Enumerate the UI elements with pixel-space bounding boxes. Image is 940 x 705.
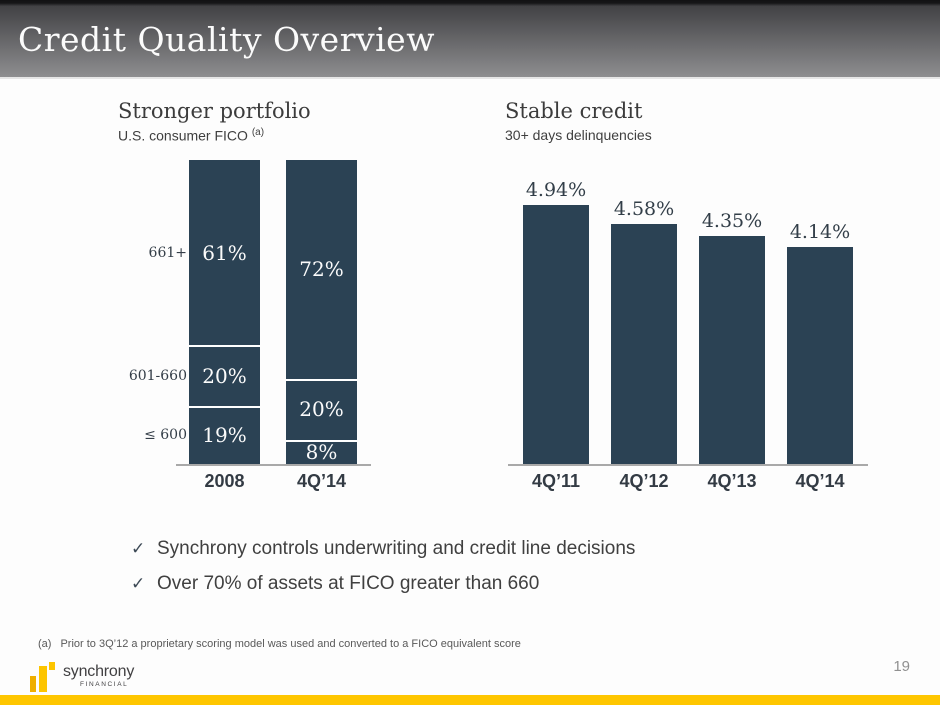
right-chart-title: Stable credit xyxy=(505,99,643,123)
page-title: Credit Quality Overview xyxy=(18,20,435,59)
segment-value-label: 20% xyxy=(202,363,247,388)
footnote-ref: (a) xyxy=(251,127,265,138)
segment-value-label: 72% xyxy=(299,257,344,282)
footer-accent-bar xyxy=(0,695,940,705)
logo-bar-tall xyxy=(39,666,47,692)
slide-header: Credit Quality Overview xyxy=(0,0,940,79)
category-label: 2008 xyxy=(204,471,245,491)
category-label: 4Q’11 xyxy=(531,471,581,491)
stacked-segment xyxy=(286,160,357,379)
page-number: 19 xyxy=(893,658,910,675)
fico-band-label: ≤ 600 xyxy=(144,427,187,444)
check-icon: ✓ xyxy=(131,538,146,558)
footnote-marker: (a) xyxy=(38,638,52,650)
left-chart-subtitle-text: U.S. consumer FICO xyxy=(118,127,252,144)
left-chart-x-axis-line xyxy=(176,464,371,466)
stacked-segment xyxy=(189,406,260,464)
category-label: 4Q’14 xyxy=(795,471,845,491)
left-chart-header: Stronger portfolio U.S. consumer FICO (a… xyxy=(118,99,311,144)
category-label: 4Q’12 xyxy=(619,471,669,491)
bullet-text: Over 70% of assets at FICO greater than … xyxy=(157,572,540,594)
bar-value-label: 4.58% xyxy=(613,197,675,220)
list-item: ✓ Synchrony controls underwriting and cr… xyxy=(131,531,635,566)
segment-value-label: 19% xyxy=(202,423,247,448)
logo-bar-short xyxy=(30,676,36,692)
list-item: ✓ Over 70% of assets at FICO greater tha… xyxy=(131,566,635,601)
left-chart-subtitle: U.S. consumer FICO (a) xyxy=(118,127,311,144)
bar-value-label: 4.14% xyxy=(789,220,851,243)
synchrony-bars-icon xyxy=(30,662,56,692)
segment-value-label: 61% xyxy=(202,240,247,265)
segment-value-label: 20% xyxy=(299,397,344,422)
left-chart-title: Stronger portfolio xyxy=(118,99,311,123)
bar-value-label: 4.94% xyxy=(525,178,587,201)
right-chart-header: Stable credit 30+ days delinquencies xyxy=(505,99,652,143)
stacked-segment xyxy=(286,378,357,440)
stacked-segment xyxy=(189,345,260,407)
category-label: 4Q’13 xyxy=(707,471,757,491)
logo-brand-text: synchrony xyxy=(63,663,135,680)
fico-band-label: 661+ xyxy=(148,244,187,261)
check-icon: ✓ xyxy=(131,573,146,593)
delinquency-bar xyxy=(787,246,853,464)
footnote: (a) Prior to 3Q’12 a proprietary scoring … xyxy=(38,638,521,650)
logo-sub-text: FINANCIAL xyxy=(80,681,129,688)
category-label: 4Q’14 xyxy=(296,471,347,491)
synchrony-logo: synchrony FINANCIAL xyxy=(30,662,190,694)
logo-square xyxy=(49,662,55,670)
delinquency-bar xyxy=(523,204,589,464)
right-chart-x-axis-line xyxy=(508,464,868,466)
fico-band-label: 601-660 xyxy=(128,367,187,384)
key-points-list: ✓ Synchrony controls underwriting and cr… xyxy=(131,531,635,601)
stacked-segment xyxy=(286,439,357,464)
bullet-text: Synchrony controls underwriting and cred… xyxy=(157,537,636,559)
right-chart-subtitle: 30+ days delinquencies xyxy=(505,127,652,143)
delinquency-bar xyxy=(611,223,677,464)
bar-value-label: 4.35% xyxy=(701,209,763,232)
delinquency-bar xyxy=(699,235,765,464)
stacked-segment xyxy=(189,160,260,346)
footnote-text: Prior to 3Q’12 a proprietary scoring mod… xyxy=(60,638,521,650)
segment-value-label: 8% xyxy=(305,439,338,464)
